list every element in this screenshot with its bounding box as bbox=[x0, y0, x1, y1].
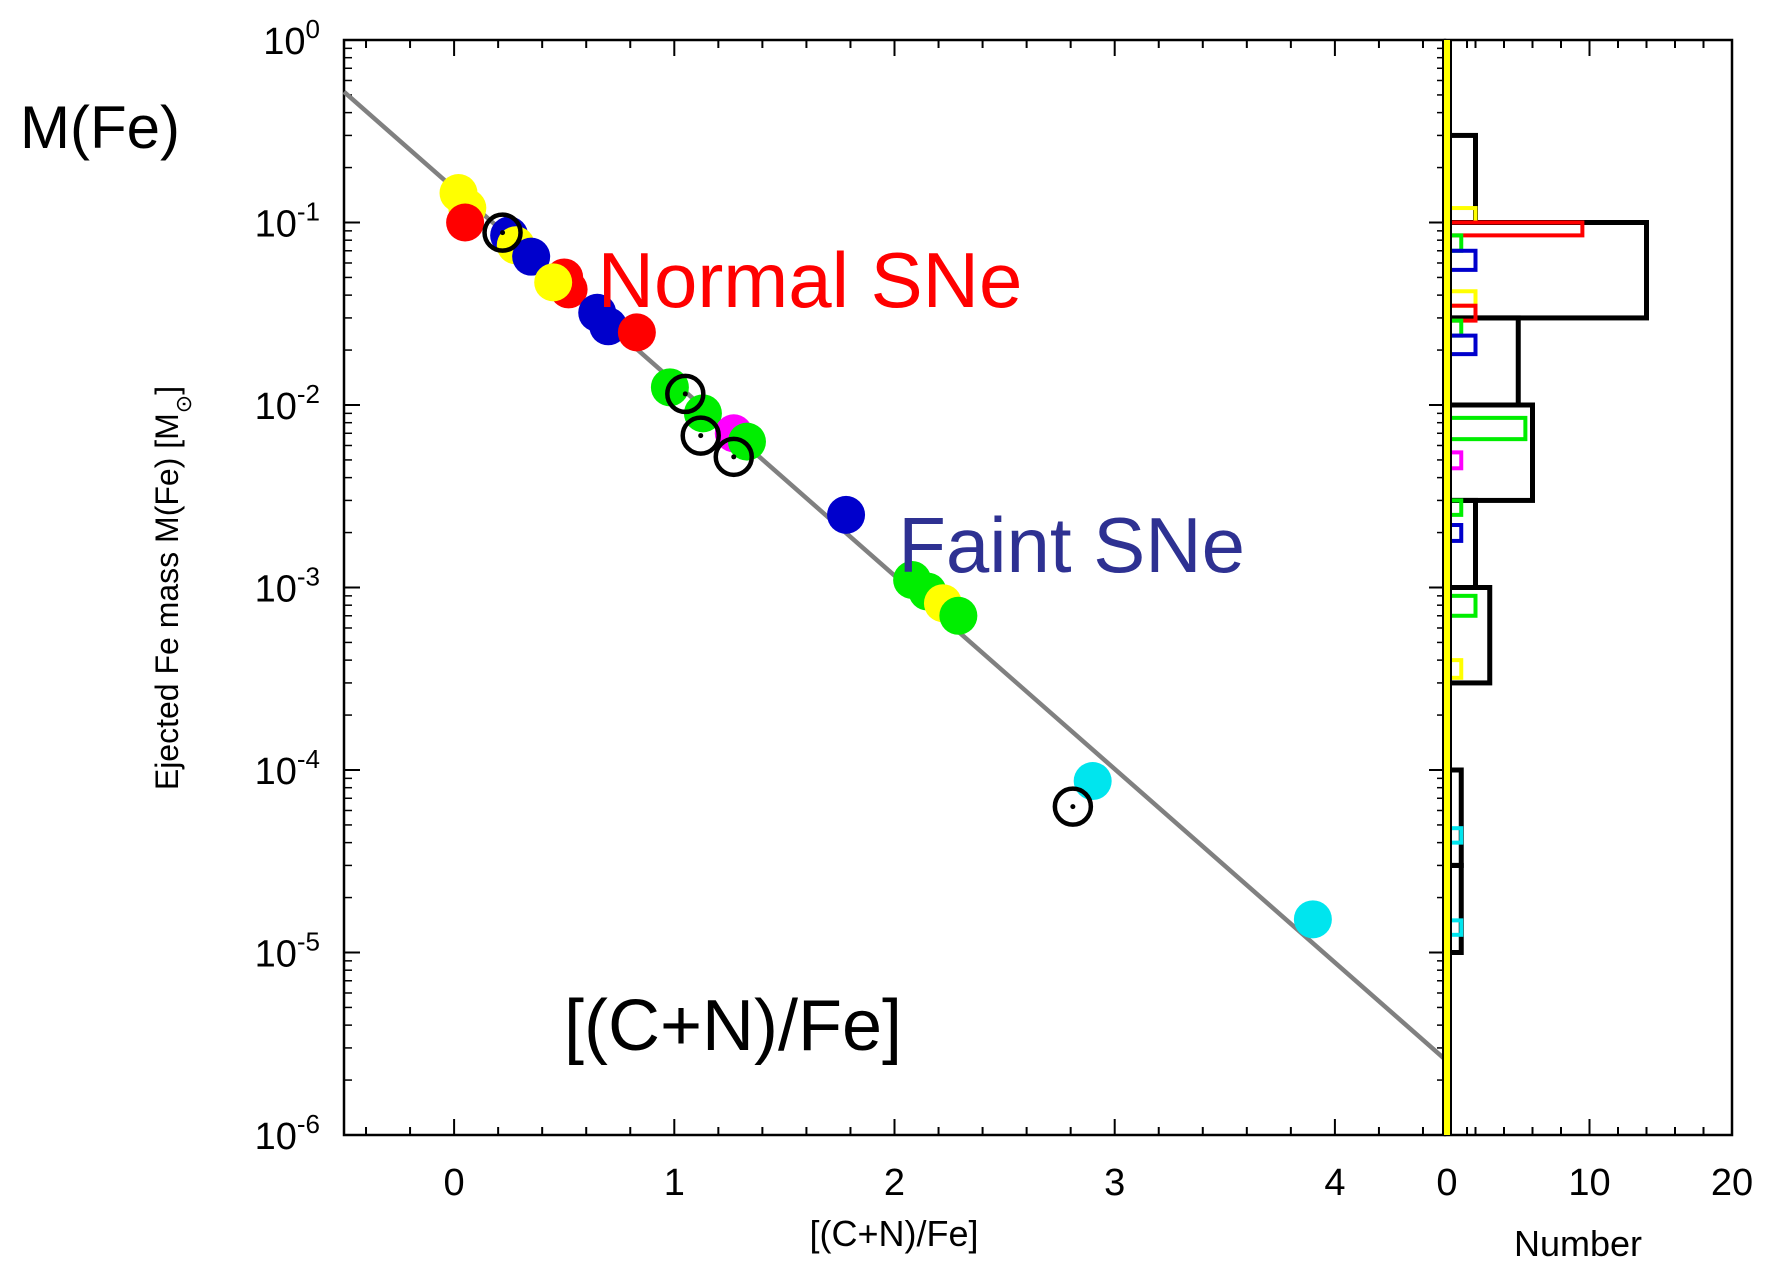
histogram-x-tick-label: 10 bbox=[1568, 1162, 1610, 1204]
x-axis-ticks: 0 1 2 3 4 bbox=[444, 1162, 1346, 1204]
y-tick-base: 10 bbox=[255, 386, 297, 428]
y-tick-label: 100 bbox=[263, 14, 320, 63]
y-tick-exponent: -1 bbox=[297, 197, 320, 227]
histogram-x-tick-label: 20 bbox=[1711, 1162, 1753, 1204]
open-circle-points bbox=[482, 212, 1094, 827]
data-points bbox=[439, 174, 1332, 939]
data-point bbox=[1293, 900, 1332, 939]
x-tick-label: 0 bbox=[444, 1162, 465, 1204]
open-circle-point bbox=[665, 373, 706, 415]
y-tick-label: 10-6 bbox=[255, 1109, 320, 1158]
x-tick-label: 1 bbox=[664, 1162, 685, 1204]
x-tick-label: 3 bbox=[1104, 1162, 1125, 1204]
y-axis-label: Ejected Fe mass M(Fe) [M⊙] bbox=[149, 386, 196, 790]
y-axis-label-sub: ⊙ bbox=[171, 395, 196, 413]
y-tick-base: 10 bbox=[255, 1116, 297, 1158]
y-tick-exponent: -6 bbox=[297, 1109, 320, 1139]
open-circle-center bbox=[731, 454, 737, 460]
histogram-x-tick-label: 0 bbox=[1436, 1162, 1457, 1204]
x-axis-label: [(C+N)/Fe] bbox=[809, 1213, 978, 1254]
x-tick-label: 2 bbox=[884, 1162, 905, 1204]
y-tick-label: 10-3 bbox=[255, 562, 320, 611]
open-circle-center bbox=[500, 230, 506, 236]
open-circle-center bbox=[682, 391, 688, 397]
histogram-x-ticks: 0 10 20 bbox=[1436, 1162, 1753, 1204]
y-tick-base: 10 bbox=[255, 934, 297, 976]
normal-sne-label: Normal SNe bbox=[598, 236, 1023, 324]
data-point bbox=[1073, 762, 1112, 801]
y-tick-base: 10 bbox=[255, 569, 297, 611]
x-tick-label: 4 bbox=[1324, 1162, 1345, 1204]
open-circle-point bbox=[482, 212, 523, 253]
data-point bbox=[446, 203, 485, 242]
data-point bbox=[827, 495, 866, 534]
histogram-x-axis-label: Number bbox=[1514, 1223, 1642, 1264]
y-axis-label-close: ] bbox=[149, 386, 185, 395]
y-tick-label: 10-2 bbox=[255, 379, 320, 428]
y-tick-label: 10-1 bbox=[255, 197, 320, 246]
data-point bbox=[512, 237, 551, 276]
open-circle-center bbox=[698, 433, 704, 439]
y-tick-exponent: -5 bbox=[297, 927, 320, 957]
open-circle-point bbox=[680, 415, 721, 456]
y-tick-label: 10-5 bbox=[255, 927, 320, 976]
y-tick-base: 10 bbox=[263, 21, 305, 63]
y-axis-label-main: Ejected Fe mass M(Fe) [M bbox=[149, 413, 185, 790]
y-tick-label: 10-4 bbox=[255, 744, 320, 793]
open-circle-center bbox=[1070, 804, 1076, 810]
open-circle-point bbox=[1052, 786, 1094, 827]
open-circle-point bbox=[713, 436, 755, 478]
histogram-panel: 0 10 20 bbox=[1436, 38, 1753, 1204]
data-point bbox=[534, 263, 573, 302]
y-tick-exponent: -2 bbox=[297, 379, 320, 409]
y-tick-exponent: -3 bbox=[297, 562, 320, 592]
inner-xlabel: [(C+N)/Fe] bbox=[564, 986, 902, 1066]
data-point bbox=[589, 307, 628, 346]
faint-sne-label: Faint SNe bbox=[898, 501, 1245, 589]
side-label: M(Fe) bbox=[20, 94, 180, 161]
data-point bbox=[939, 596, 978, 635]
data-point bbox=[617, 313, 656, 352]
y-tick-base: 10 bbox=[255, 204, 297, 246]
y-tick-exponent: 0 bbox=[306, 14, 320, 44]
y-tick-exponent: -4 bbox=[297, 744, 320, 774]
y-tick-base: 10 bbox=[255, 751, 297, 793]
